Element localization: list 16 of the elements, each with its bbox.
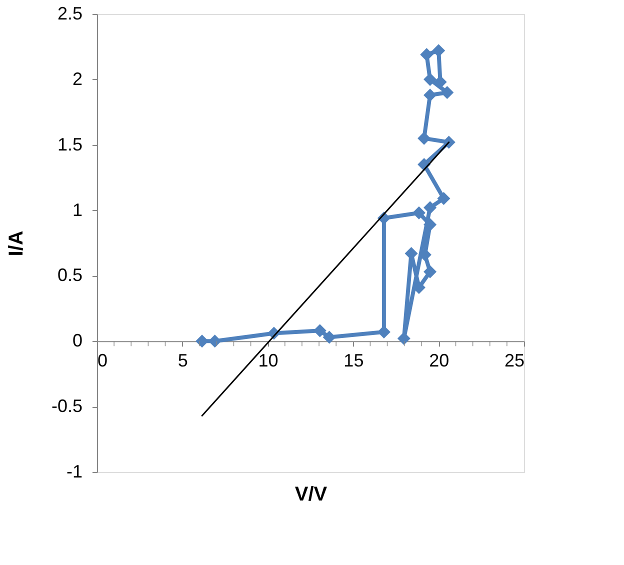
y-tick-label: -0.5 xyxy=(51,396,82,416)
x-tick-label: 15 xyxy=(344,350,364,371)
x-tick-label: 0 xyxy=(98,350,108,371)
y-tick-label: 2.5 xyxy=(57,4,82,24)
x-tick-label: 20 xyxy=(429,350,450,371)
y-axis-title: I/A xyxy=(5,230,28,256)
x-tick-label: 5 xyxy=(178,350,188,371)
y-tick-label: 2 xyxy=(72,68,82,89)
y-tick-label: 0.5 xyxy=(57,265,82,286)
y-tick-label: -1 xyxy=(66,462,82,482)
x-axis-title: V/V xyxy=(294,484,328,506)
y-tick-label: 1 xyxy=(72,200,82,220)
y-tick-label: 1.5 xyxy=(57,134,82,154)
x-tick-label: 10 xyxy=(258,350,278,371)
y-tick-label: 0 xyxy=(72,330,82,351)
x-tick-label: 25 xyxy=(504,350,524,371)
